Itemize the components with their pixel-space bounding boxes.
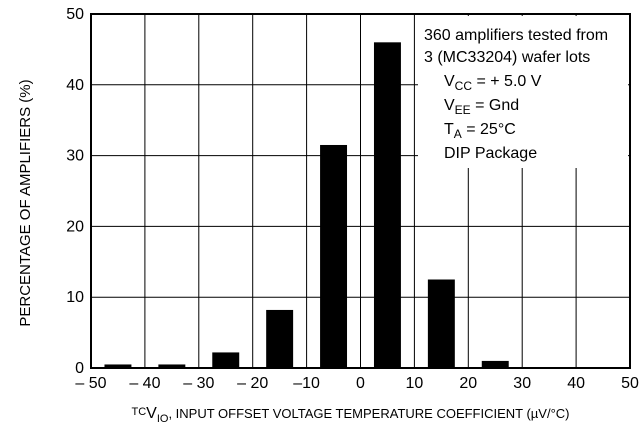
annotation-text: = Gnd xyxy=(471,97,519,114)
plot-border xyxy=(90,13,631,369)
y-tick-label: 50 xyxy=(66,6,84,23)
y-tick-label: 30 xyxy=(66,148,84,165)
annotation-subscript: CC xyxy=(455,79,473,93)
y-tick-label: 40 xyxy=(66,77,84,94)
x-axis-label: TCVIO, INPUT OFFSET VOLTAGE TEMPERATURE … xyxy=(131,405,569,425)
x-tick-label: –10 xyxy=(293,375,320,392)
annotation-text: T xyxy=(444,121,454,138)
histogram-bar xyxy=(104,364,132,368)
histogram-bar xyxy=(481,360,509,368)
x-tick-label: 20 xyxy=(459,375,477,392)
x-axis-label-text: , INPUT OFFSET VOLTAGE TEMPERATURE COEFF… xyxy=(168,406,569,421)
x-tick-label: – 20 xyxy=(237,375,268,392)
x-tick-label: 10 xyxy=(406,375,424,392)
x-tick-label: 0 xyxy=(356,375,365,392)
histogram-bar xyxy=(212,352,240,368)
annotation-line: 360 amplifiers tested from xyxy=(424,27,608,44)
annotation-text: V xyxy=(444,97,455,114)
x-tick-label: 40 xyxy=(567,375,585,392)
histogram-bar xyxy=(266,309,294,368)
y-tick-label: 0 xyxy=(75,360,84,377)
annotation-line: 3 (MC33204) wafer lots xyxy=(424,49,590,66)
histogram-bar xyxy=(158,364,186,368)
x-axis-label-symbol: V xyxy=(146,405,157,422)
annotation-background xyxy=(418,16,628,168)
y-axis-label: PERCENTAGE OF AMPLIFIERS (%) xyxy=(17,79,34,326)
annotation-text: DIP Package xyxy=(444,145,537,162)
x-tick-label: 30 xyxy=(513,375,531,392)
annotation-line: TA = 25°C xyxy=(444,121,516,141)
annotation-text: 360 amplifiers tested from xyxy=(424,27,608,44)
x-tick-label: – 30 xyxy=(183,375,214,392)
annotation-line: VCC = + 5.0 V xyxy=(444,73,542,93)
histogram-bar xyxy=(373,42,401,368)
annotation-text: = + 5.0 V xyxy=(472,73,542,90)
y-tick-label: 10 xyxy=(66,289,84,306)
histogram-bar xyxy=(320,144,348,368)
y-tick-label: 20 xyxy=(66,218,84,235)
x-axis-label-prefix: TC xyxy=(131,406,146,418)
x-tick-label: 50 xyxy=(621,375,639,392)
annotation-subscript: A xyxy=(454,127,462,141)
histogram-bar xyxy=(427,279,455,368)
annotation-text: V xyxy=(444,73,455,90)
x-tick-label: – 40 xyxy=(129,375,160,392)
annotation-text: = 25°C xyxy=(462,121,516,138)
annotation-text: 3 (MC33204) wafer lots xyxy=(424,49,590,66)
annotation-line: VEE = Gnd xyxy=(444,97,519,117)
x-tick-label: – 50 xyxy=(75,375,106,392)
x-axis-label-subscript: IO xyxy=(157,413,169,425)
annotation-line: DIP Package xyxy=(444,145,537,162)
annotation-subscript: EE xyxy=(455,103,471,117)
